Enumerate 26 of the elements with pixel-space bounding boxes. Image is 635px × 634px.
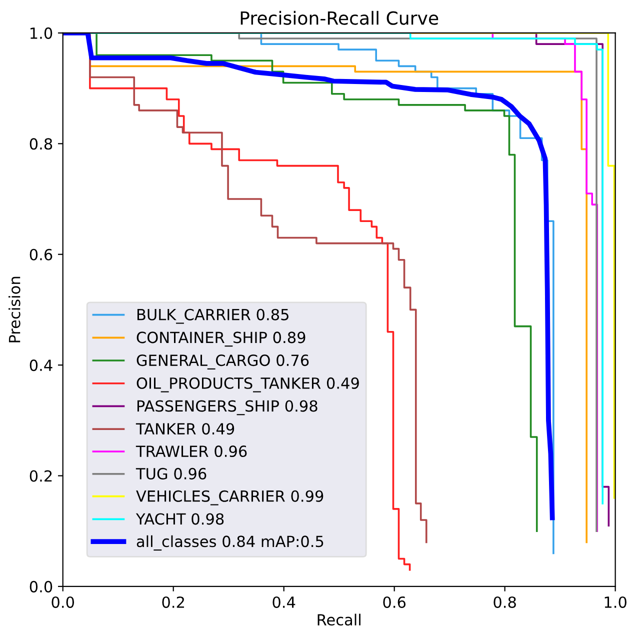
legend-label: TANKER 0.49 [136,423,234,435]
x-tick-label: 0.8 [494,596,516,608]
y-tick-label: 1.0 [30,27,52,39]
y-tick-label: 0.6 [30,248,52,260]
legend-label: BULK_CARRIER 0.85 [137,308,288,324]
x-tick-label: 0.6 [383,596,406,608]
chart-title: Precision-Recall Curve [240,10,438,25]
y-axis-title: Precision [8,276,20,342]
legend-label: TUG 0.96 [136,468,206,480]
legend-label: PASSENGERS_SHIP 0.98 [137,400,318,416]
y-tick-label: 0.2 [30,470,52,482]
legend-label: TRAWLER 0.96 [136,445,247,458]
x-axis-title: Recall [318,614,360,626]
x-tick-label: 1.0 [604,596,626,608]
y-tick-label: 0.8 [30,138,52,150]
legend-label: CONTAINER_SHIP 0.89 [136,332,306,347]
legend-label: VEHICLES_CARRIER 0.99 [136,490,324,506]
legend-label: all_classes 0.84 mAP:0.5 [136,535,324,551]
legend-label: GENERAL_CARGO 0.76 [136,354,309,370]
y-tick-label: 0.4 [30,360,52,372]
x-tick-label: 0.2 [162,596,184,608]
legend-label: YACHT 0.98 [136,513,224,525]
legend-label: OIL_PRODUCTS_TANKER 0.49 [136,377,359,392]
y-tick-label: 0.0 [30,580,52,592]
x-tick-label: 0.4 [272,596,296,608]
x-tick-label: 0.0 [52,596,74,608]
